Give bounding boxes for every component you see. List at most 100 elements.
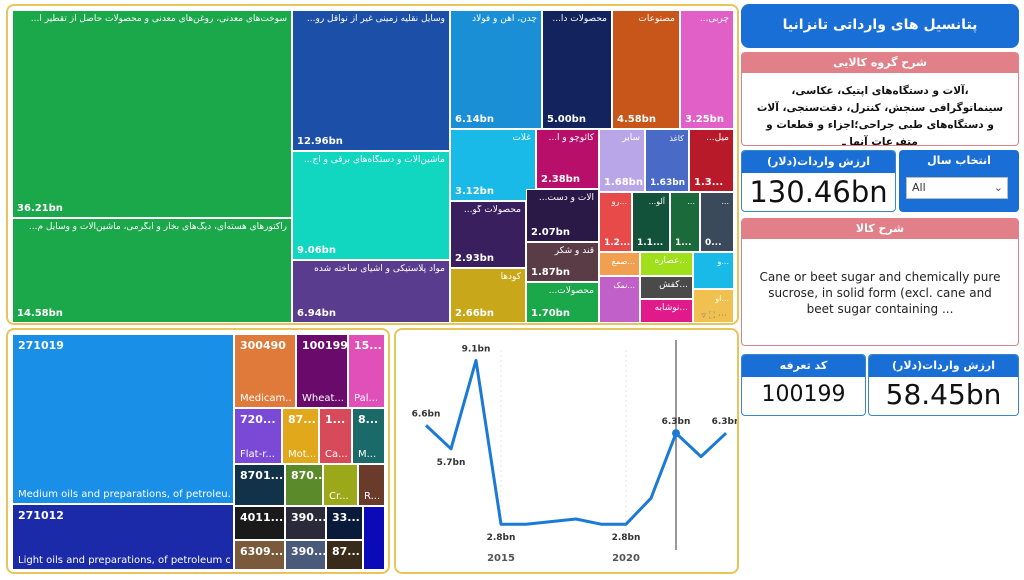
more-options-icon[interactable]: ⋯ (718, 311, 727, 321)
treemap-group-tile[interactable]: کاغذ 1.63bn (645, 129, 689, 192)
treemap-group-label: میل... (706, 133, 729, 143)
treemap-group-tile[interactable]: ...نوشابه (640, 299, 693, 323)
treemap-group-tile[interactable]: ماشین‌آلات و دستگاه‌های برقی و اج... 9.06… (292, 151, 450, 260)
treemap-group-tile[interactable]: سایر 1.68bn (599, 129, 645, 192)
treemap-item-tile[interactable]: Cr... (323, 464, 358, 506)
treemap-group-label: قند و شکر (554, 246, 594, 256)
treemap-item-tile[interactable]: 390... (285, 540, 326, 570)
page-title: پتانسیل های وارداتی تانزانیا (782, 17, 978, 33)
treemap-group-tile[interactable]: ... 1... (670, 192, 700, 252)
item-treemap-panel: 271019 Medium oils and preparations, of p… (6, 328, 390, 574)
treemap-item-tile[interactable]: 271019 Medium oils and preparations, of p… (12, 334, 234, 504)
treemap-group-value: 3.12bn (455, 186, 494, 197)
treemap-group-tile[interactable]: ...نمک (599, 276, 640, 323)
treemap-item-tile[interactable]: 6309... (234, 540, 285, 570)
year-dropdown[interactable]: All ⌄ (906, 177, 1008, 199)
treemap-group-tile[interactable]: ...و (693, 252, 734, 289)
treemap-group-label: مصنوعات (638, 14, 675, 24)
treemap-group-tile[interactable]: مواد پلاستیکی و اشیای ساخته شده 6.94bn (292, 260, 450, 323)
treemap-group-tile[interactable]: غلات 3.12bn (450, 129, 536, 201)
treemap-group-value: 14.58bn (17, 308, 63, 319)
treemap-group-tile[interactable]: محصولات دا... 5.00bn (542, 10, 612, 129)
treemap-group-label: آلو... (648, 197, 665, 206)
treemap-item-tile[interactable]: 1... Ca... (319, 408, 352, 464)
treemap-group-tile[interactable]: آلات و دست... 2.07bn (526, 189, 599, 242)
treemap-group-label: سوخت‌های معدنی، روغن‌های معدنی و محصولات… (30, 14, 287, 24)
treemap-item-code: 300490 (240, 339, 286, 352)
treemap-group-value: 12.96bn (297, 136, 343, 147)
treemap-group-tile[interactable]: ... 0... (700, 192, 734, 252)
treemap-group-tile[interactable]: چربی... 3.25bn (680, 10, 734, 129)
treemap-item-tile[interactable]: 8701... (234, 464, 285, 506)
data-point (672, 429, 680, 438)
treemap-item-desc: R... (364, 491, 381, 502)
treemap-group-tile[interactable]: ...رو 1.2... (599, 192, 632, 252)
treemap-item-desc: Ca... (325, 449, 348, 460)
treemap-item-code: 390... (291, 511, 326, 524)
treemap-group-tile[interactable]: کودها 2.66bn (450, 268, 526, 323)
treemap-group-label: ...رو (611, 197, 627, 206)
treemap-group-value: 9.06bn (297, 245, 336, 256)
treemap-item-code: 390... (291, 545, 326, 558)
treemap-item-tile[interactable]: 300490 Medicam... (234, 334, 296, 408)
treemap-item-tile[interactable]: 8... M... (352, 408, 385, 464)
treemap-item-tile[interactable]: 87... Mot... (282, 408, 319, 464)
treemap-group-value: 6.14bn (455, 114, 494, 125)
group-treemap[interactable]: سوخت‌های معدنی، روغن‌های معدنی و محصولات… (12, 10, 734, 323)
treemap-item-code: 87... (332, 545, 360, 558)
treemap-group-value: 1.1... (637, 238, 664, 248)
treemap-item-tile[interactable]: 100199 Wheat... (296, 334, 348, 408)
import-item-header: ارزش واردات(دلار) (869, 355, 1018, 377)
treemap-group-value: 1.2... (604, 238, 631, 248)
treemap-group-value: 0... (705, 238, 722, 248)
treemap-item-tile[interactable]: 720... Flat-r... (234, 408, 282, 464)
item-treemap[interactable]: 271019 Medium oils and preparations, of p… (12, 334, 385, 570)
treemap-item-desc: Pal... (354, 393, 379, 404)
treemap-item-tile[interactable]: 33... (326, 506, 363, 540)
treemap-item-tile[interactable]: 870... (285, 464, 323, 506)
treemap-item-tile[interactable] (363, 506, 385, 570)
treemap-group-tile[interactable]: قند و شکر 1.87bn (526, 242, 599, 282)
treemap-group-tile[interactable]: ...کفش (640, 276, 693, 299)
treemap-group-tile[interactable]: محصولات گو... 2.93bn (450, 201, 526, 268)
treemap-item-tile[interactable]: 4011... (234, 506, 285, 540)
treemap-item-tile[interactable]: 15... Pal... (348, 334, 385, 408)
treemap-group-value: 5.00bn (547, 114, 586, 125)
focus-mode-icon[interactable]: ⛶ (708, 311, 716, 321)
treemap-group-tile[interactable]: آلو... 1.1... (632, 192, 670, 252)
treemap-item-tile[interactable]: 271012 Light oils and preparations, of pe… (12, 504, 234, 570)
treemap-item-code: 1... (325, 413, 346, 426)
treemap-group-tile[interactable]: وسایل نقلیه زمینی غیر از نواقل رو... 12.9… (292, 10, 450, 151)
treemap-group-tile[interactable]: محصولات... 1.70bn (526, 282, 599, 323)
treemap-group-label: کودها (500, 272, 521, 282)
group-desc-card: شرح گروه کالایی ،آلات و دستگاه‌های اپتیک… (741, 52, 1019, 146)
treemap-group-tile[interactable]: چدن، آهن و فولاد 6.14bn (450, 10, 542, 129)
treemap-item-desc: Light oils and preparations, of petroleu… (18, 555, 230, 566)
treemap-group-tile[interactable]: ...صمغ (599, 252, 640, 276)
group-desc-header: شرح گروه کالایی (742, 53, 1018, 73)
treemap-group-value: 3.25bn (685, 114, 724, 125)
treemap-item-code: 8... (358, 413, 379, 426)
data-label: 6.6bn (412, 409, 441, 419)
import-trend-line-chart[interactable]: 2015 2020 6.6bn 5.7bn 9.1bn 2.8bn 2.8bn 6.3bn 6.… (396, 330, 737, 572)
treemap-item-tile[interactable]: R... (358, 464, 385, 506)
data-label: 2.8bn (487, 533, 516, 543)
treemap-group-tile[interactable]: سوخت‌های معدنی، روغن‌های معدنی و محصولات… (12, 10, 292, 218)
treemap-item-tile[interactable]: 87... (326, 540, 363, 570)
treemap-group-label: ...صمغ (611, 257, 635, 266)
treemap-group-label: ...کفش (659, 280, 688, 290)
treemap-group-tile[interactable]: رآکتورهای هسته‌ای، دیگ‌های بخار و آبگرمی… (12, 218, 292, 323)
treemap-group-tile[interactable]: ...او (693, 289, 734, 323)
treemap-group-label: سایر (622, 133, 640, 143)
treemap-group-tile[interactable]: مصنوعات 4.58bn (612, 10, 680, 129)
treemap-group-tile[interactable]: کائوچو و ا... 2.38bn (536, 129, 599, 189)
treemap-group-tile[interactable]: میل... 1.3... (689, 129, 734, 192)
filter-icon[interactable]: ▿ (701, 311, 706, 321)
treemap-group-value: 6.94bn (297, 308, 336, 319)
treemap-item-code: 15... (354, 339, 382, 352)
tariff-value: 100199 (761, 382, 846, 407)
treemap-item-code: 100199 (302, 339, 348, 352)
treemap-group-label: چربی... (699, 14, 729, 24)
treemap-item-tile[interactable]: 390... (285, 506, 326, 540)
treemap-group-tile[interactable]: ...عصاره (640, 252, 693, 276)
